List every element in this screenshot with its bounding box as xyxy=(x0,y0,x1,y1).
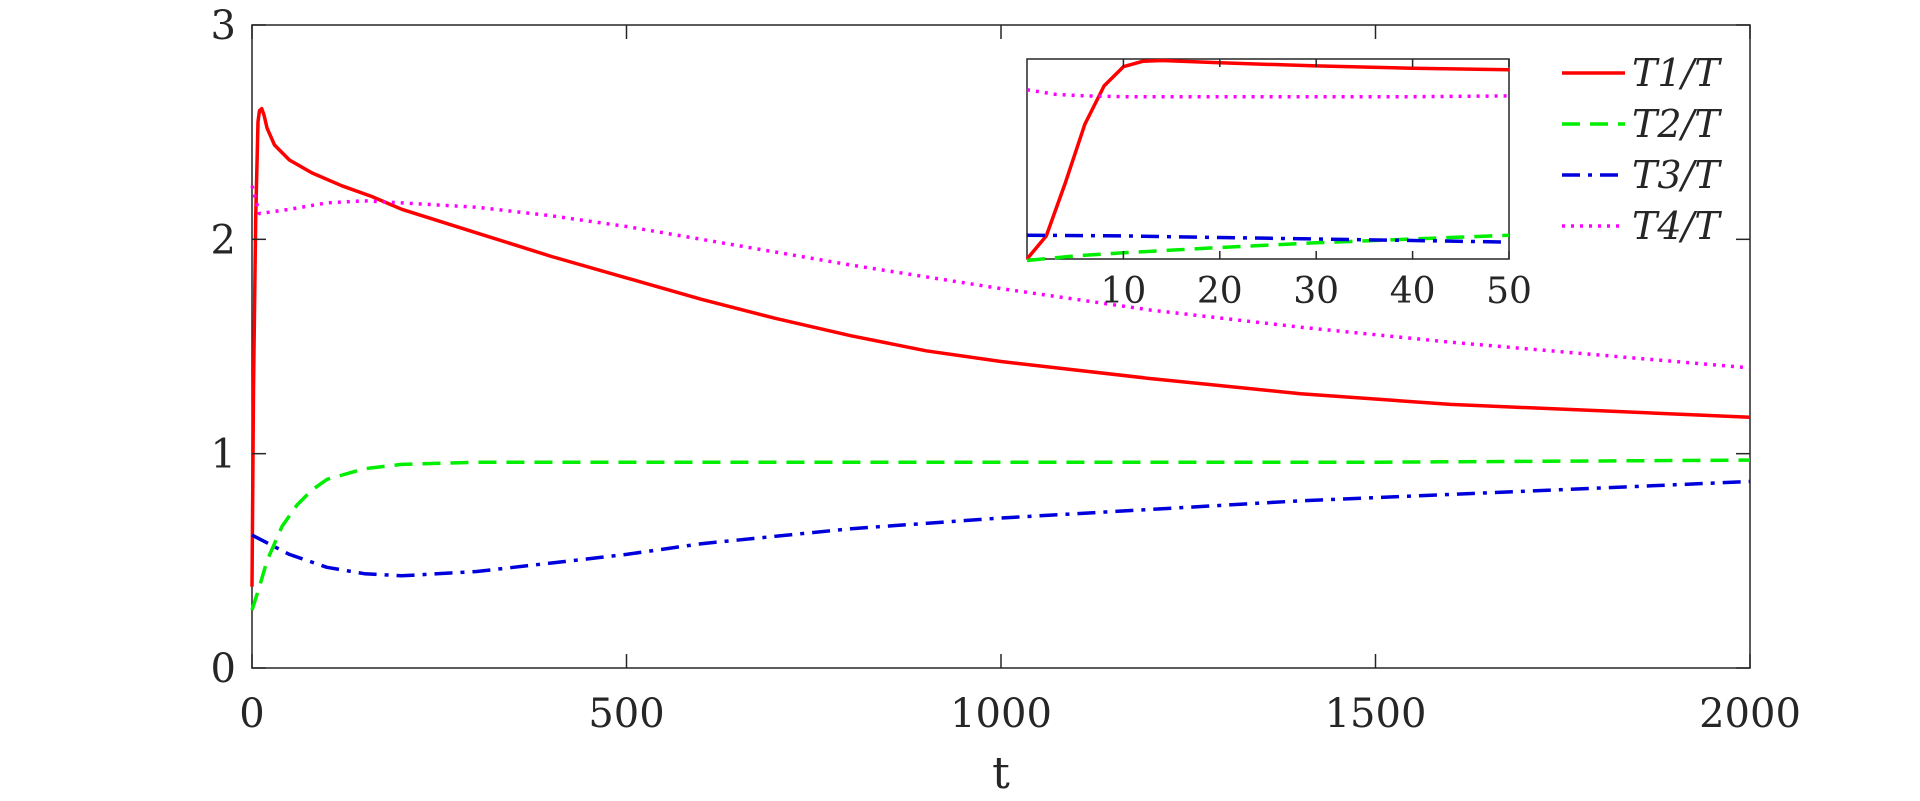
inset-x-tick-label: 50 xyxy=(1486,271,1532,312)
y-tick-label: 3 xyxy=(211,3,236,49)
y-tick-label: 0 xyxy=(211,646,236,692)
legend: T1/T T2/T T3/T T4/T xyxy=(1562,51,1722,248)
y-tick-label: 2 xyxy=(211,217,236,263)
legend-label: T3/T xyxy=(1632,153,1722,197)
inset-plot-area xyxy=(1026,58,1510,260)
inset-x-tick-label: 30 xyxy=(1293,271,1339,312)
inset-x-tick-label: 20 xyxy=(1197,271,1243,312)
legend-item-t4-t: T4/T xyxy=(1562,204,1722,248)
inset-series-line-t4-t xyxy=(1026,88,1510,99)
inset-x-tick-label: 40 xyxy=(1390,271,1436,312)
legend-item-t3-t: T3/T xyxy=(1562,153,1722,197)
main-axis-ticks: 0 500 1000 1500 2000 0 1 2 3 xyxy=(211,3,1801,737)
inset-series-line-t3-t xyxy=(1026,233,1510,244)
series-line-t4-t xyxy=(250,185,1751,370)
inset-axis-ticks: 10 20 30 40 50 xyxy=(1100,59,1532,312)
x-axis-label: t xyxy=(992,748,1010,799)
main-series-group xyxy=(250,106,1751,611)
inset-plot: 10 20 30 40 50 xyxy=(1025,58,1532,312)
series-line-t1-t xyxy=(250,106,1751,587)
x-tick-label: 0 xyxy=(239,691,264,737)
x-tick-label: 1500 xyxy=(1325,691,1427,737)
x-tick-label: 2000 xyxy=(1699,691,1801,737)
legend-item-t1-t: T1/T xyxy=(1562,51,1722,95)
inset-x-tick-label: 10 xyxy=(1100,271,1146,312)
legend-label: T2/T xyxy=(1632,102,1722,146)
series-line-t2-t xyxy=(250,458,1751,611)
x-tick-label: 500 xyxy=(588,691,664,737)
legend-label: T1/T xyxy=(1632,51,1722,95)
series-line-t3-t xyxy=(251,479,1751,578)
x-tick-label: 1000 xyxy=(950,691,1052,737)
legend-item-t2-t: T2/T xyxy=(1562,102,1722,146)
legend-label: T4/T xyxy=(1632,204,1722,248)
y-tick-label: 1 xyxy=(211,432,236,478)
